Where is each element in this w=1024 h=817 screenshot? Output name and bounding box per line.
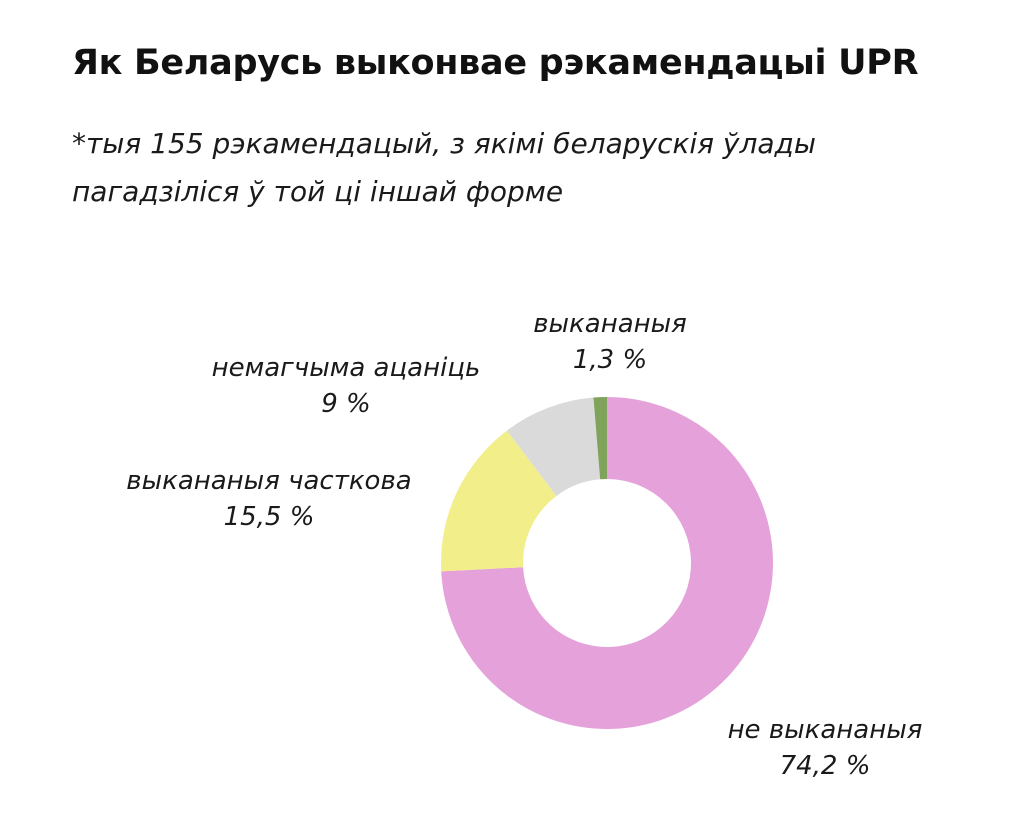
slice-not-assessable [506, 397, 601, 496]
chart-subtitle: *тыя 155 рэкамендацый, з якімі беларускі… [72, 120, 972, 216]
label-fulfilled-name: выкананыя [533, 309, 687, 339]
chart-title: Як Беларусь выконвае рэкамендацыі UPR [72, 43, 919, 83]
label-fulfilled: выкананыя 1,3 % [505, 306, 715, 378]
slice-fulfilled [593, 397, 607, 480]
label-partially-fulfilled: выкананыя часткова 15,5 % [84, 463, 454, 535]
subtitle-line-2: пагадзіліся ў той ці іншай форме [72, 175, 564, 208]
label-not-fulfilled: не выкананыя 74,2 % [700, 712, 950, 784]
label-not-fulfilled-value: 74,2 % [779, 751, 871, 781]
subtitle-line-1: *тыя 155 рэкамендацый, з якімі беларускі… [72, 127, 816, 160]
label-not-assessable-name: немагчыма ацаніць [211, 353, 481, 383]
slice-partially-fulfilled [441, 430, 557, 572]
label-not-assessable: немагчыма ацаніць 9 % [176, 350, 516, 422]
label-fulfilled-value: 1,3 % [572, 345, 648, 375]
label-partially-fulfilled-value: 15,5 % [223, 502, 315, 532]
label-not-assessable-value: 9 % [321, 389, 371, 419]
slice-not-fulfilled [441, 397, 774, 730]
label-partially-fulfilled-name: выкананыя часткова [126, 466, 412, 496]
label-not-fulfilled-name: не выкананыя [727, 715, 923, 745]
